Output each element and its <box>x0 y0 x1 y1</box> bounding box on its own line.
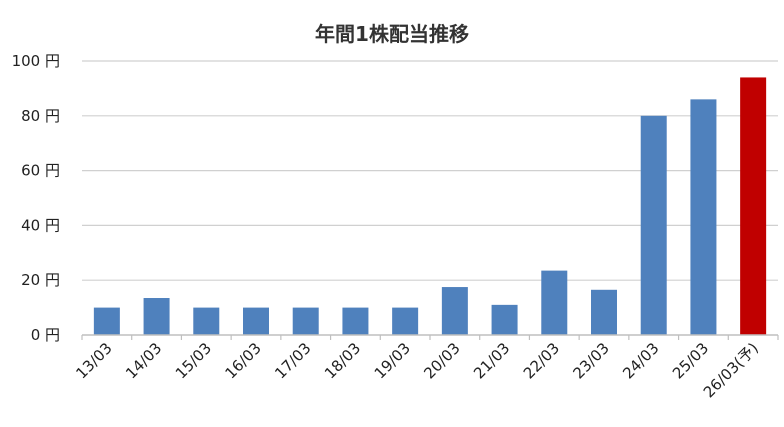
bar-22/03 <box>541 270 568 335</box>
y-tick-label: 20 円 <box>21 271 60 289</box>
x-tick-label: 18/03 <box>321 339 364 382</box>
x-tick-label: 23/03 <box>570 339 613 382</box>
x-tick-label: 24/03 <box>619 339 662 382</box>
bar-15/03 <box>193 307 220 335</box>
bar-20/03 <box>441 287 468 335</box>
bar-24/03 <box>640 115 667 335</box>
y-tick-label: 60 円 <box>21 162 60 180</box>
x-axis <box>81 334 779 340</box>
x-tick-label: 20/03 <box>420 339 463 382</box>
x-axis-ticks: 13/03 14/03 15/03 16/03 17/03 18/03 19/03 20/03… <box>72 339 762 401</box>
x-tick-label: 14/03 <box>122 339 165 382</box>
y-tick-label: 100 円 <box>12 52 60 70</box>
y-tick-label: 40 円 <box>21 216 60 234</box>
x-tick-label: 15/03 <box>172 339 215 382</box>
bar-14/03 <box>143 298 170 335</box>
x-tick-label: 16/03 <box>222 339 265 382</box>
x-tick-label: 13/03 <box>72 339 115 382</box>
bar-18/03 <box>342 307 369 335</box>
bars <box>93 77 767 335</box>
y-tick-label: 0 円 <box>31 326 60 344</box>
y-axis-ticks: 0 円 20 円 40 円 60 円 80 円 100 円 <box>12 52 60 344</box>
x-tick-label: 25/03 <box>669 339 712 382</box>
bar-23/03 <box>591 289 617 335</box>
x-tick-label: 21/03 <box>470 339 513 382</box>
bar-17/03 <box>292 307 319 335</box>
y-tick-label: 80 円 <box>21 107 60 125</box>
bar-21/03 <box>491 304 518 335</box>
x-tick-label: 22/03 <box>520 339 563 382</box>
gridlines <box>82 60 778 281</box>
bar-25/03 <box>690 99 717 335</box>
x-tick-label: 17/03 <box>271 339 314 382</box>
bar-16/03 <box>243 307 269 335</box>
bar-19/03 <box>392 307 419 335</box>
x-tick-label: 19/03 <box>371 339 414 382</box>
bar-13/03 <box>93 307 120 335</box>
chart-title: 年間1株配当推移 <box>315 22 469 46</box>
bar-26/03(予) <box>740 77 767 335</box>
x-tick-label: 26/03(予) <box>700 339 762 401</box>
